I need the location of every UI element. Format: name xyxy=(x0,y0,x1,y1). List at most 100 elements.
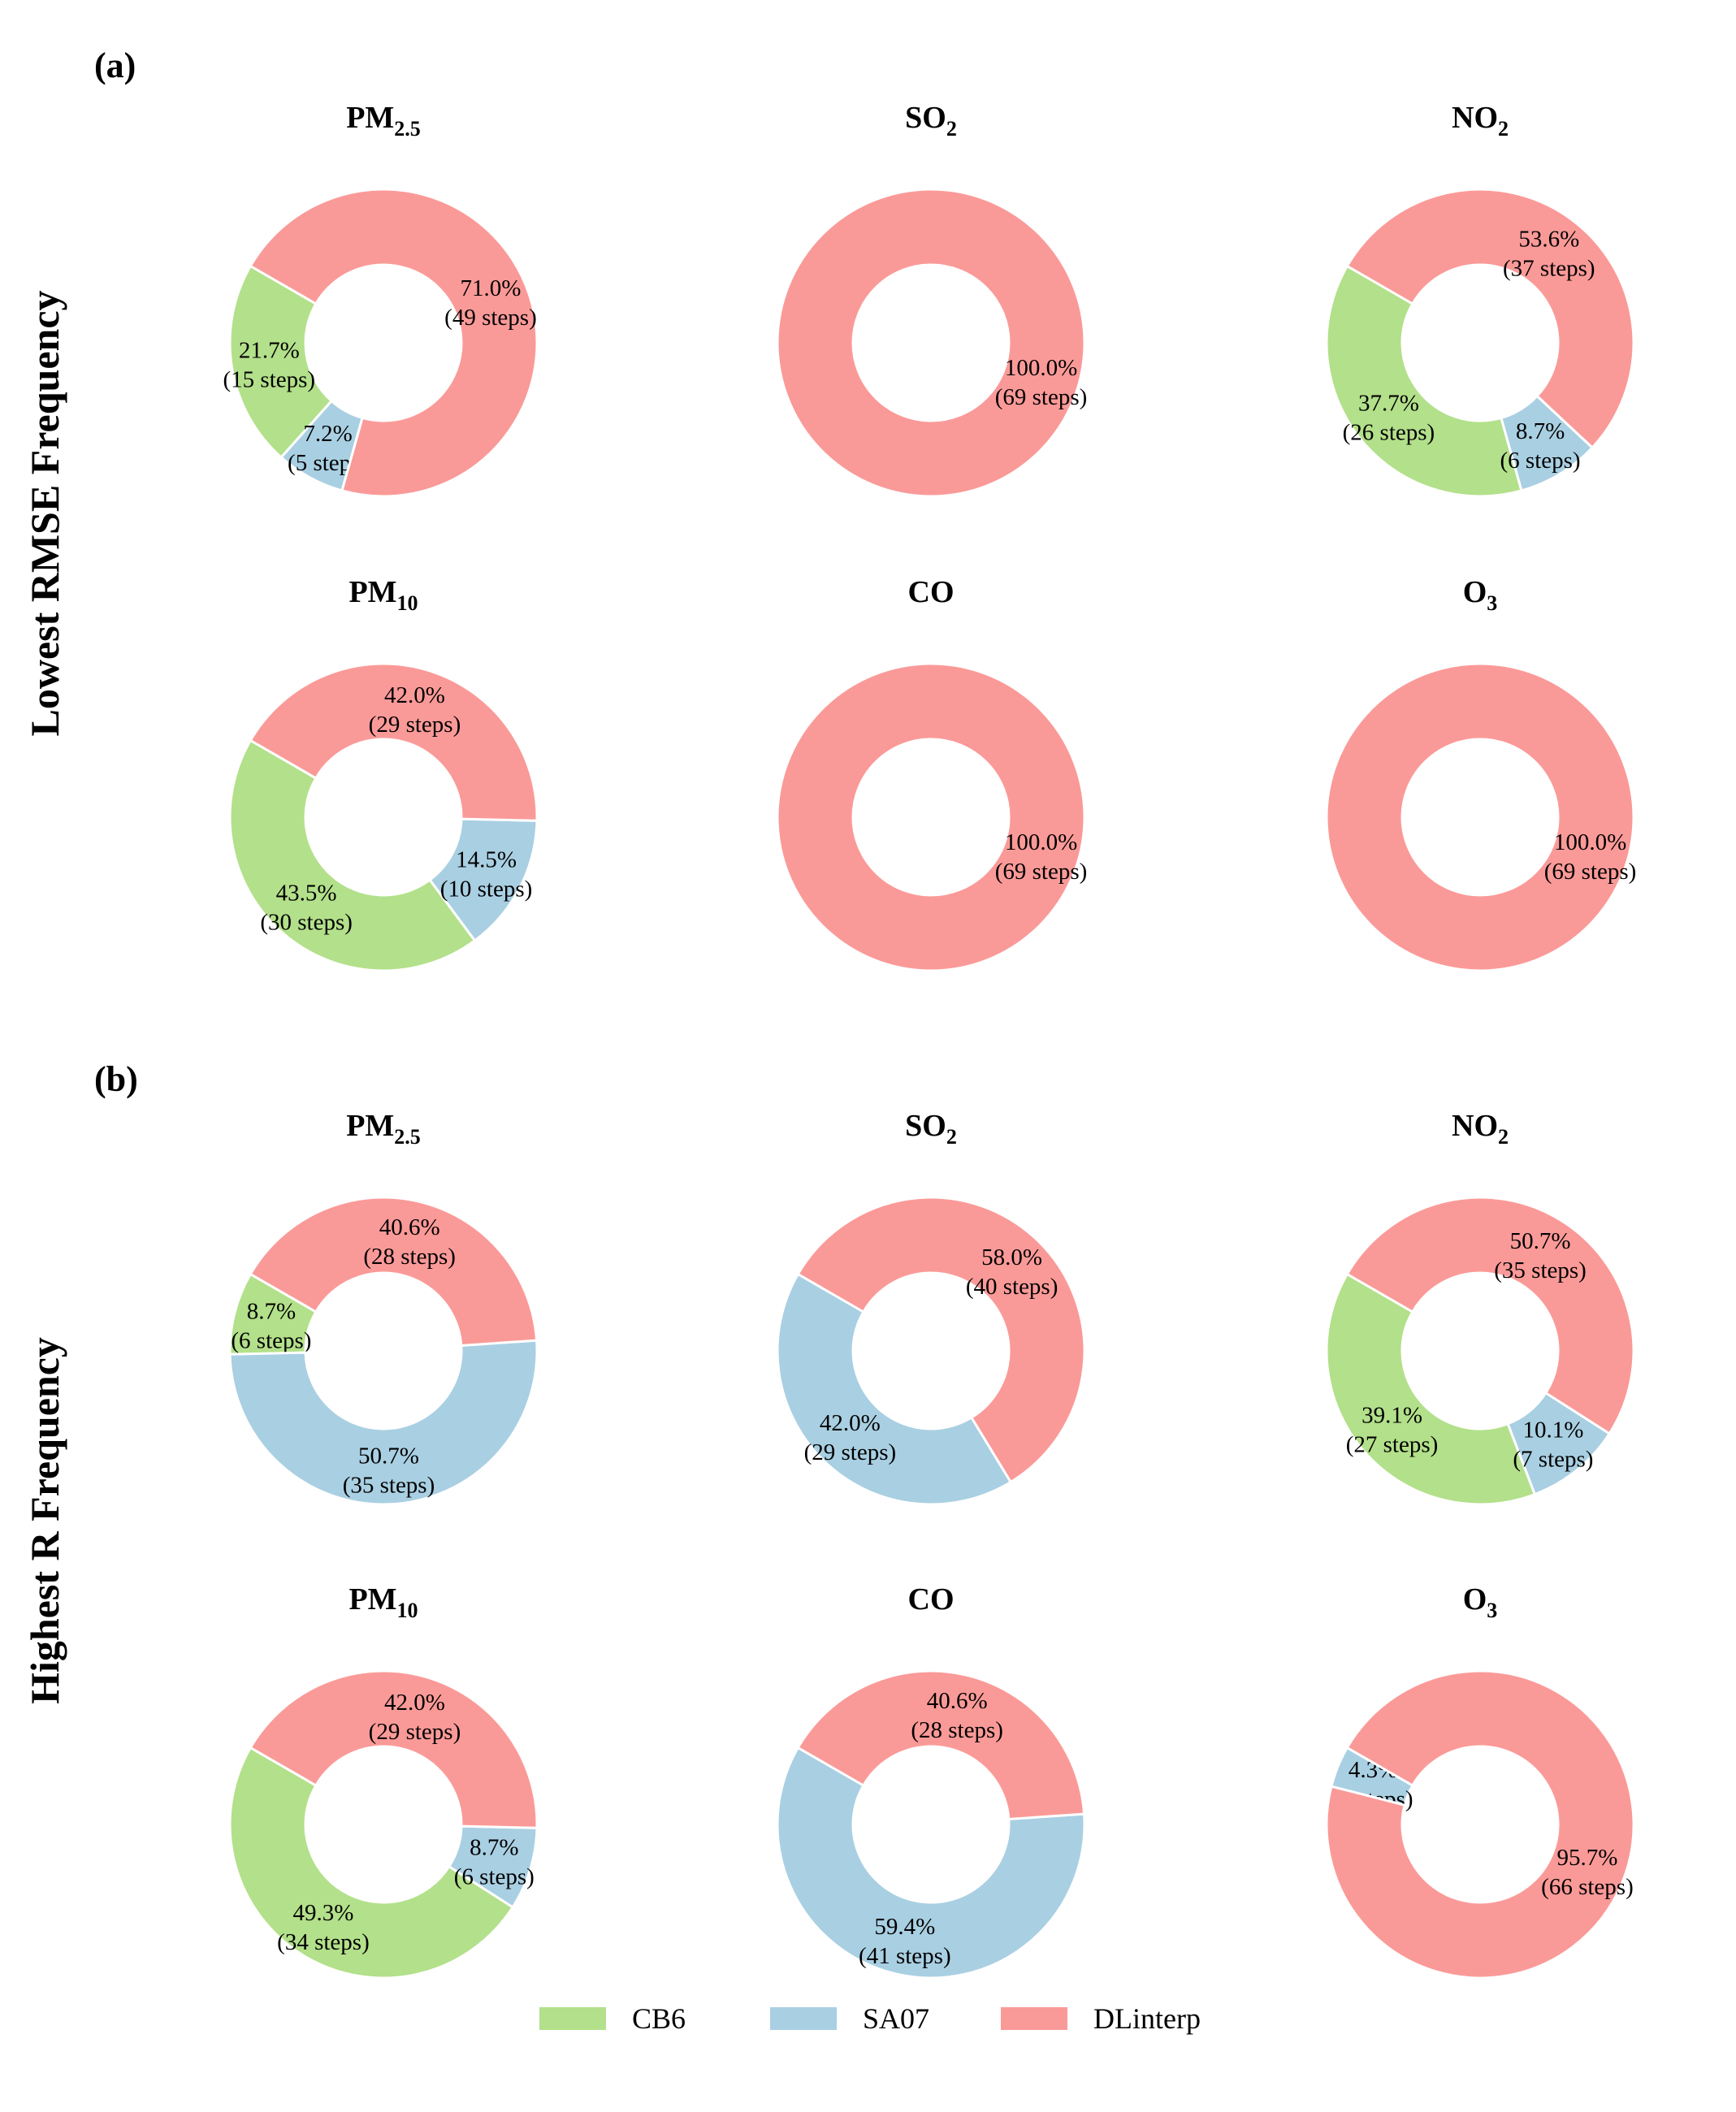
wedge-steps-label: (28 steps) xyxy=(363,1244,456,1270)
wedge-steps-label: (6 steps) xyxy=(454,1864,535,1890)
wedge-steps-label: (26 steps) xyxy=(1343,419,1435,445)
donut-wedge-dlinterp xyxy=(249,1196,539,1348)
wedge-steps-label: (6 steps) xyxy=(231,1328,311,1354)
chart-title-main: PM xyxy=(346,1109,394,1143)
wedge-percent-label: 100.0% xyxy=(1005,829,1077,855)
wedge-steps-label: (35 steps) xyxy=(1494,1257,1587,1283)
wedge-percent-label: 50.7% xyxy=(358,1443,419,1469)
chart-title-main: O xyxy=(1463,575,1487,609)
donut-chart: SO2 42.0% (29 steps) 58.0% (40 steps) xyxy=(776,1109,1086,1506)
wedge-percent-label: 39.1% xyxy=(1362,1402,1422,1428)
donut-wedge-dlinterp xyxy=(796,1196,1086,1484)
chart-title-main: PM xyxy=(348,575,396,609)
row-label-a: Lowest RMSE Frequency xyxy=(22,290,67,736)
wedge-percent-label: 21.7% xyxy=(239,338,300,364)
wedge-steps-label: (69 steps) xyxy=(995,859,1088,885)
donut-wedge-dlinterp xyxy=(249,1669,539,1829)
chart-title: PM2.5 xyxy=(346,101,421,141)
wedge-steps-label: (29 steps) xyxy=(369,712,461,738)
chart-title-main: SO xyxy=(905,1109,946,1143)
donut-wedge-dlinterp xyxy=(249,662,539,822)
chart-title: PM10 xyxy=(348,575,418,615)
donut-chart: O34.3%(3 steps)95.7%(66 steps) xyxy=(1325,1582,1635,1980)
donut-chart: O3 100.0% (69 steps) xyxy=(1325,575,1637,972)
chart-title-main: PM xyxy=(348,1582,396,1616)
panel-label-b: (b) xyxy=(94,1059,138,1099)
chart-title-main: PM xyxy=(346,101,394,135)
wedge-steps-label: (34 steps) xyxy=(277,1929,370,1955)
chart-title-subscript: 2.5 xyxy=(394,1125,421,1149)
wedge-steps-label: (66 steps) xyxy=(1541,1874,1634,1900)
wedge-percent-label: 8.7% xyxy=(470,1835,518,1861)
chart-title-main: O xyxy=(1463,1582,1487,1616)
legend-label-cb6: CB6 xyxy=(632,2002,686,2035)
wedge-percent-label: 50.7% xyxy=(1510,1228,1571,1254)
donut-chart: PM2.5 8.7% (6 steps) 50.7% (35 steps) 40.6% (2… xyxy=(228,1109,539,1506)
chart-title-subscript: 2 xyxy=(1498,1125,1509,1149)
legend-swatch-sa07 xyxy=(770,2007,837,2030)
wedge-percent-label: 58.0% xyxy=(981,1244,1042,1270)
chart-title-subscript: 2 xyxy=(946,1125,957,1149)
wedge-percent-label: 53.6% xyxy=(1518,226,1579,252)
wedge-percent-label: 43.5% xyxy=(276,880,337,906)
donut-wedge-sa07 xyxy=(228,1339,539,1506)
wedge-steps-label: (41 steps) xyxy=(859,1943,951,1969)
donut-wedge-cb6 xyxy=(228,264,334,460)
chart-title-subscript: 10 xyxy=(397,591,418,615)
chart-title: NO2 xyxy=(1452,1109,1509,1149)
donut-wedge-dlinterp xyxy=(796,1669,1086,1821)
donut-chart: PM10 43.5% (30 steps) 14.5% (10 steps) 42.0% (… xyxy=(228,575,539,972)
donut-wedge-cb6 xyxy=(228,738,477,972)
wedge-percent-label: 40.6% xyxy=(927,1688,988,1714)
wedge-steps-label: (40 steps) xyxy=(966,1274,1058,1300)
legend-label-sa07: SA07 xyxy=(863,2002,929,2035)
chart-title-subscript: 2 xyxy=(946,117,957,141)
wedge-percent-label: 10.1% xyxy=(1522,1417,1583,1443)
wedge-steps-label: (7 steps) xyxy=(1513,1447,1593,1473)
chart-title: CO xyxy=(908,575,955,609)
wedge-steps-label: (49 steps) xyxy=(444,305,537,331)
chart-title-main: NO xyxy=(1452,1109,1498,1143)
wedge-percent-label: 8.7% xyxy=(1516,418,1565,444)
wedge-percent-label: 100.0% xyxy=(1005,355,1077,381)
chart-title-main: SO xyxy=(905,101,946,135)
wedge-steps-label: (37 steps) xyxy=(1503,255,1595,281)
donut-chart: CO 59.4% (41 steps) 40.6% (28 steps) xyxy=(776,1582,1086,1980)
wedge-percent-label: 71.0% xyxy=(461,275,522,301)
wedge-steps-label: (15 steps) xyxy=(223,367,316,393)
legend-label-dlinterp: DLinterp xyxy=(1093,2002,1201,2035)
chart-title: PM2.5 xyxy=(346,1109,421,1149)
chart-title-subscript: 2 xyxy=(1498,117,1509,141)
wedge-steps-label: (29 steps) xyxy=(804,1439,897,1465)
chart-title: NO2 xyxy=(1452,101,1509,141)
donut-chart: PM2.521.7%(15 steps)7.2%(5 steps)71.0%(4… xyxy=(223,101,539,498)
wedge-percent-label: 100.0% xyxy=(1554,829,1626,855)
donut-chart: NO2 37.7% (26 steps) 8.7% (6 steps) 53.6% (37 … xyxy=(1325,101,1635,498)
donut-wedge-dlinterp xyxy=(1325,662,1635,972)
wedge-steps-label: (27 steps) xyxy=(1346,1431,1439,1457)
donut-wedge-dlinterp xyxy=(1345,188,1635,450)
legend: CB6 SA07 DLinterp xyxy=(539,2002,1201,2035)
donut-wedge-sa07 xyxy=(428,817,539,942)
wedge-steps-label: (69 steps) xyxy=(995,384,1088,410)
donut-wedge-dlinterp xyxy=(776,662,1086,972)
donut-wedge-dlinterp xyxy=(1325,1669,1635,1980)
donut-chart: SO2 100.0% (69 steps) xyxy=(776,101,1088,498)
panel-label-a: (a) xyxy=(94,45,136,85)
wedge-percent-label: 95.7% xyxy=(1557,1845,1618,1871)
wedge-percent-label: 40.6% xyxy=(379,1214,440,1240)
wedge-percent-label: 42.0% xyxy=(384,682,445,708)
wedge-steps-label: (28 steps) xyxy=(911,1717,1003,1743)
charts-layer: PM2.521.7%(15 steps)7.2%(5 steps)71.0%(4… xyxy=(223,101,1637,1980)
chart-title: SO2 xyxy=(905,101,957,141)
wedge-percent-label: 8.7% xyxy=(247,1299,296,1325)
legend-swatch-dlinterp xyxy=(1001,2007,1067,2030)
donut-wedge-dlinterp xyxy=(249,188,539,498)
chart-title-main: CO xyxy=(908,1582,955,1616)
wedge-steps-label: (69 steps) xyxy=(1544,859,1637,885)
wedge-steps-label: (30 steps) xyxy=(260,909,353,935)
donut-wedge-dlinterp xyxy=(776,188,1086,498)
row-label-b: Highest R Frequency xyxy=(22,1337,67,1704)
chart-title-subscript: 3 xyxy=(1487,1599,1497,1622)
